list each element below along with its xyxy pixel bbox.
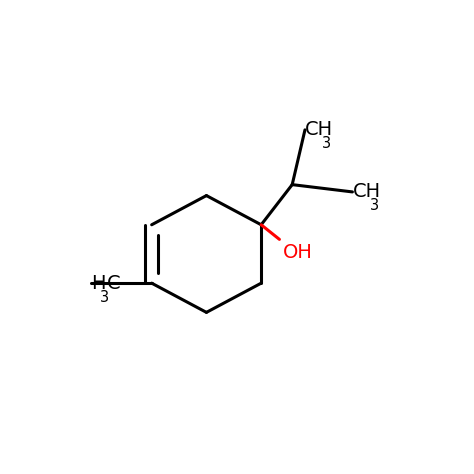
- Text: CH: CH: [305, 120, 333, 139]
- Text: H: H: [91, 273, 106, 292]
- Text: OH: OH: [283, 243, 313, 262]
- Text: CH: CH: [352, 182, 381, 201]
- Text: 3: 3: [370, 199, 379, 213]
- Text: 3: 3: [100, 290, 109, 305]
- Text: C: C: [107, 273, 120, 292]
- Text: 3: 3: [322, 137, 331, 152]
